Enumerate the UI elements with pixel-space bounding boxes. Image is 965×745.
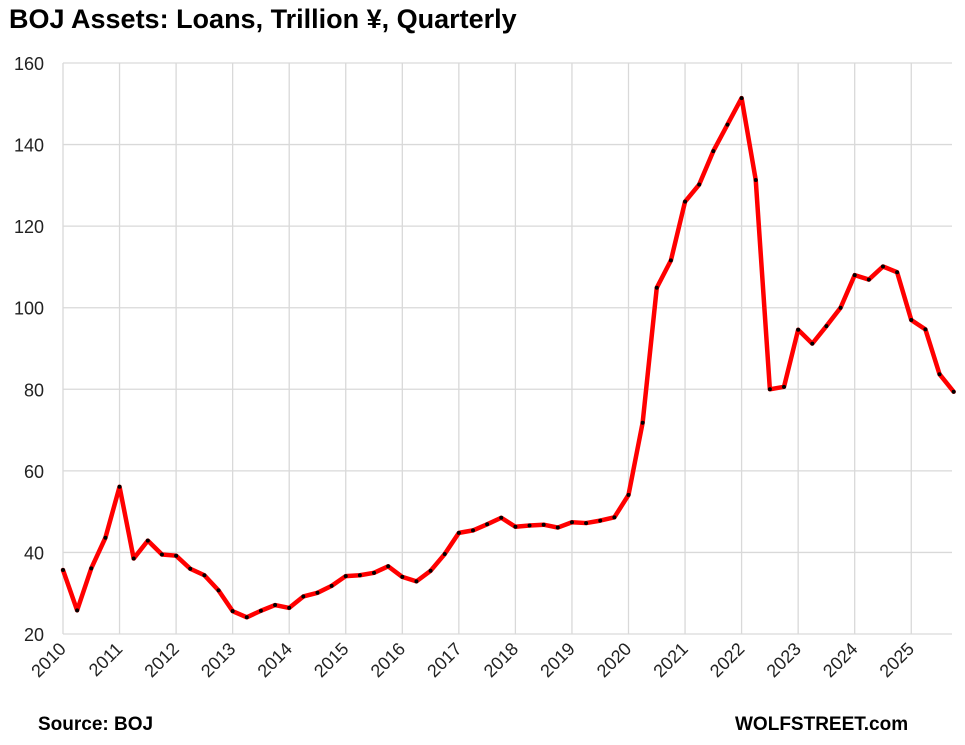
data-point [598, 518, 603, 523]
data-point [711, 149, 716, 154]
data-point [470, 528, 475, 533]
y-tick-label: 160 [14, 54, 44, 74]
data-point [937, 372, 942, 377]
gridlines [62, 62, 952, 635]
source-note: Source: BOJ [38, 714, 154, 735]
data-point [301, 594, 306, 599]
data-point [880, 264, 885, 269]
data-point [895, 270, 900, 275]
brand-credit: WOLFSTREET.com [735, 714, 909, 735]
data-point [89, 566, 94, 571]
data-point [202, 573, 207, 578]
data-point [414, 579, 419, 584]
data-point [796, 327, 801, 332]
x-tick-label: 2013 [197, 639, 239, 681]
data-point [230, 609, 235, 614]
data-point [343, 574, 348, 579]
data-point [400, 574, 405, 579]
data-point [725, 122, 730, 127]
data-point [697, 182, 702, 187]
data-point [485, 522, 490, 527]
x-tick-label: 2023 [763, 639, 805, 681]
y-tick-label: 120 [14, 217, 44, 237]
data-point [159, 552, 164, 557]
data-point [541, 522, 546, 527]
data-point [909, 317, 914, 322]
data-point [951, 389, 956, 394]
data-point [273, 603, 278, 608]
data-point [258, 608, 263, 613]
data-point [386, 564, 391, 569]
x-tick-label: 2021 [649, 639, 691, 681]
data-point [782, 384, 787, 389]
y-tick-label: 80 [24, 380, 44, 400]
data-point [456, 530, 461, 535]
data-point [683, 199, 688, 204]
data-point [117, 484, 122, 489]
y-tick-label: 100 [14, 299, 44, 319]
data-point [810, 341, 815, 346]
data-point [131, 556, 136, 561]
x-tick-label: 2018 [480, 639, 522, 681]
data-point [527, 523, 532, 528]
x-tick-label: 2019 [536, 639, 578, 681]
data-point [668, 258, 673, 263]
data-point [866, 277, 871, 282]
series-line [60, 95, 956, 620]
data-point [357, 573, 362, 578]
data-point [612, 515, 617, 520]
data-point [103, 535, 108, 540]
x-tick-label: 2017 [423, 639, 465, 681]
y-tick-label: 40 [24, 543, 44, 563]
data-point [329, 583, 334, 588]
data-point [188, 566, 193, 571]
x-tick-label: 2020 [593, 639, 635, 681]
data-point [640, 420, 645, 425]
x-tick-label: 2011 [85, 639, 127, 681]
data-point [852, 273, 857, 278]
y-tick-label: 140 [14, 136, 44, 156]
data-point [569, 520, 574, 525]
data-point [315, 590, 320, 595]
data-point [499, 515, 504, 520]
data-point [626, 492, 631, 497]
data-point [753, 178, 758, 183]
data-point [287, 605, 292, 610]
data-point [75, 608, 80, 613]
data-point [838, 305, 843, 310]
x-tick-label: 2014 [254, 639, 296, 681]
y-tick-label: 20 [24, 625, 44, 645]
data-point [767, 387, 772, 392]
y-tick-label: 60 [24, 462, 44, 482]
data-point [654, 285, 659, 290]
data-point [442, 552, 447, 557]
data-point [513, 524, 518, 529]
series-line-layer [60, 95, 956, 620]
data-point [216, 588, 221, 593]
data-point [174, 553, 179, 558]
data-point [244, 615, 249, 620]
data-point [372, 570, 377, 575]
data-markers [61, 96, 956, 620]
axes: 20 40 60 80 100 120 140 160 2010 2011 2012 2013 2014… [14, 54, 918, 681]
chart-title: BOJ Assets: Loans, Trillion ¥, Quarterly [9, 4, 517, 34]
data-point [61, 567, 65, 572]
data-point [428, 568, 433, 573]
x-tick-label: 2010 [27, 639, 69, 681]
x-tick-label: 2022 [706, 639, 748, 681]
x-tick-label: 2012 [140, 639, 182, 681]
x-tick-label: 2025 [876, 639, 918, 681]
data-point [584, 521, 589, 526]
x-tick-label: 2016 [367, 639, 409, 681]
data-point [555, 525, 560, 530]
x-tick-label: 2015 [310, 639, 352, 681]
data-point [923, 327, 928, 332]
data-point [824, 324, 829, 329]
x-tick-label: 2024 [819, 639, 861, 681]
data-point [739, 96, 744, 101]
data-point [145, 538, 150, 543]
